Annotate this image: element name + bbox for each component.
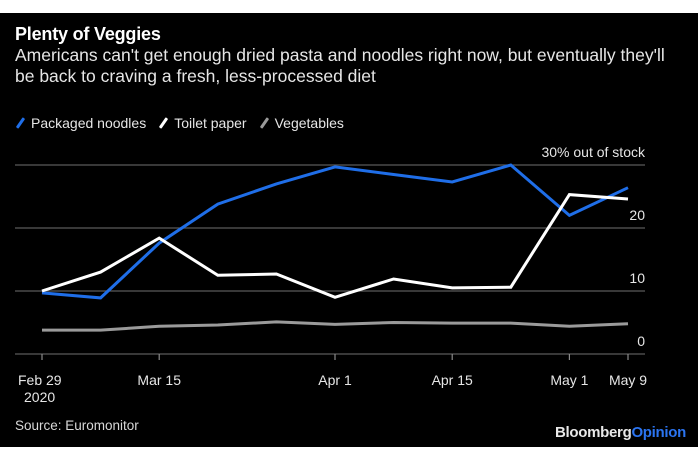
x-tick-sublabel: 2020	[24, 389, 55, 405]
legend-label: Toilet paper	[174, 115, 247, 131]
legend-item-toilet-paper: Toilet paper	[158, 115, 247, 131]
y-tick-label: 10	[629, 270, 645, 286]
legend-label: Vegetables	[274, 115, 344, 131]
x-tick-label: Feb 29	[18, 372, 62, 388]
legend: Packaged noodles Toilet paper Vegetables	[15, 115, 356, 131]
y-tick-label: 20	[629, 207, 645, 223]
x-tick-label: Apr 1	[318, 372, 352, 388]
series-line-vegetables	[42, 320, 629, 332]
source-note: Source: Euromonitor	[15, 418, 139, 433]
chart-panel	[0, 13, 698, 447]
x-tick-label: May 1	[550, 372, 588, 388]
series-line-toilet-paper	[41, 193, 629, 299]
x-tick-label: Apr 15	[432, 372, 473, 388]
legend-item-vegetables: Vegetables	[259, 115, 344, 131]
legend-item-packaged-noodles: Packaged noodles	[15, 115, 146, 131]
x-tick-label: May 9	[609, 372, 647, 388]
y-tick-label: 30% out of stock	[541, 144, 646, 160]
logo-brand: Bloomberg	[554, 424, 632, 441]
y-tick-label: 0	[637, 333, 645, 349]
logo-section: Opinion	[631, 424, 686, 441]
chart-title: Plenty of Veggies	[15, 24, 161, 44]
series-line-packaged-noodles	[41, 163, 629, 300]
x-tick-label: Mar 15	[137, 372, 181, 388]
chart-subtitle: Americans can't get enough dried pasta a…	[15, 45, 665, 86]
legend-label: Packaged noodles	[31, 115, 147, 131]
bloomberg-opinion-logo: BloombergOpinion	[555, 424, 686, 441]
